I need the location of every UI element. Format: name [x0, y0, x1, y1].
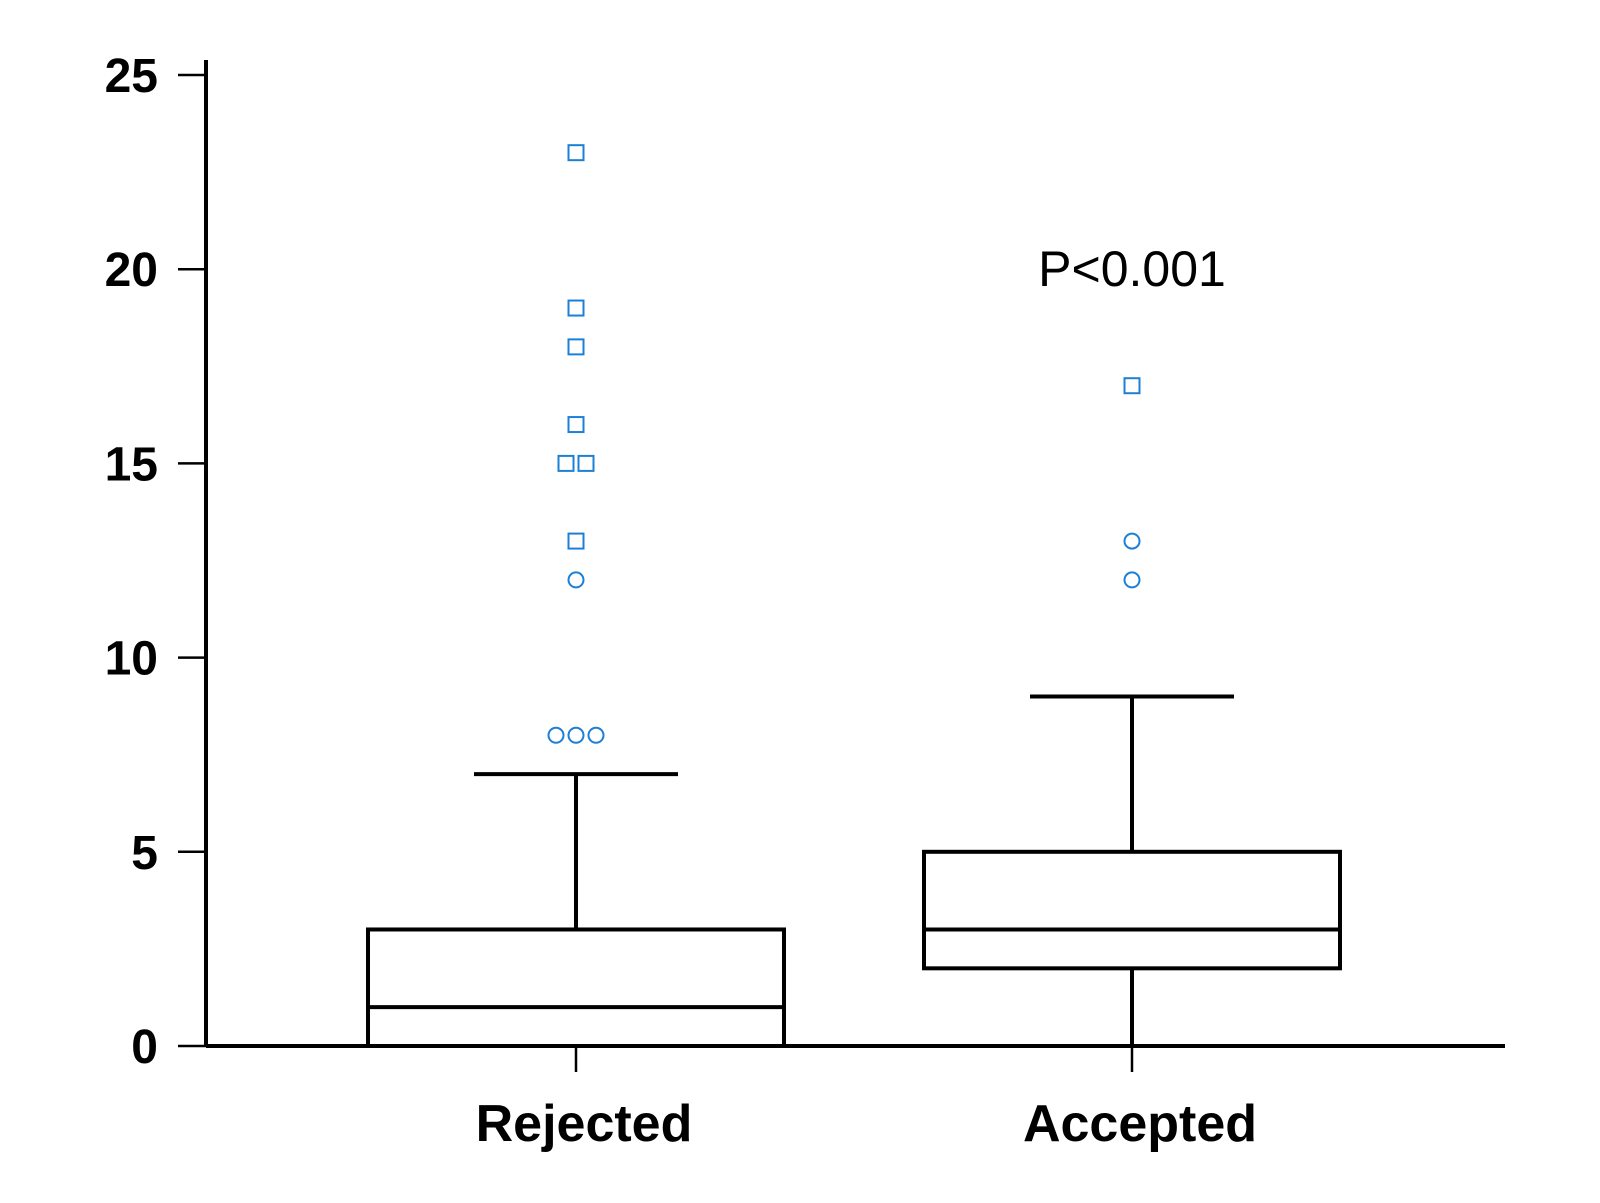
y-tick-label: 5 — [131, 827, 158, 880]
outlier-circle — [1123, 532, 1141, 550]
box-rejected — [366, 772, 786, 1048]
y-tick-label: 20 — [105, 244, 158, 297]
iqr-box — [366, 927, 786, 1048]
p-value-annotation: P<0.001 — [1038, 241, 1226, 297]
outlier-square — [567, 416, 585, 434]
iqr-box — [922, 849, 1342, 971]
labels: 0 5 10 15 20 25 Rejected Accepted P<0.001 — [105, 50, 1257, 1153]
y-tick-label: 10 — [105, 633, 158, 686]
outlier-square — [567, 532, 585, 550]
outlier-square — [567, 299, 585, 317]
outlier-square — [567, 144, 585, 162]
outlier-circle — [1123, 571, 1141, 589]
y-tick-label: 15 — [105, 438, 158, 491]
outlier-circle — [587, 726, 605, 744]
box-accepted — [922, 694, 1342, 1048]
outlier-circle — [567, 726, 585, 744]
boxes — [366, 694, 1342, 1048]
outlier-square — [567, 338, 585, 356]
outlier-circle — [547, 726, 565, 744]
y-tick-label: 25 — [105, 50, 158, 103]
outlier-square — [1123, 377, 1141, 395]
outlier-circle — [567, 571, 585, 589]
outliers — [547, 144, 1141, 744]
y-tick-label: 0 — [131, 1021, 158, 1074]
x-category-label: Accepted — [1023, 1095, 1257, 1153]
outlier-square — [557, 454, 575, 472]
outlier-square — [577, 454, 595, 472]
x-category-label: Rejected — [476, 1095, 693, 1153]
